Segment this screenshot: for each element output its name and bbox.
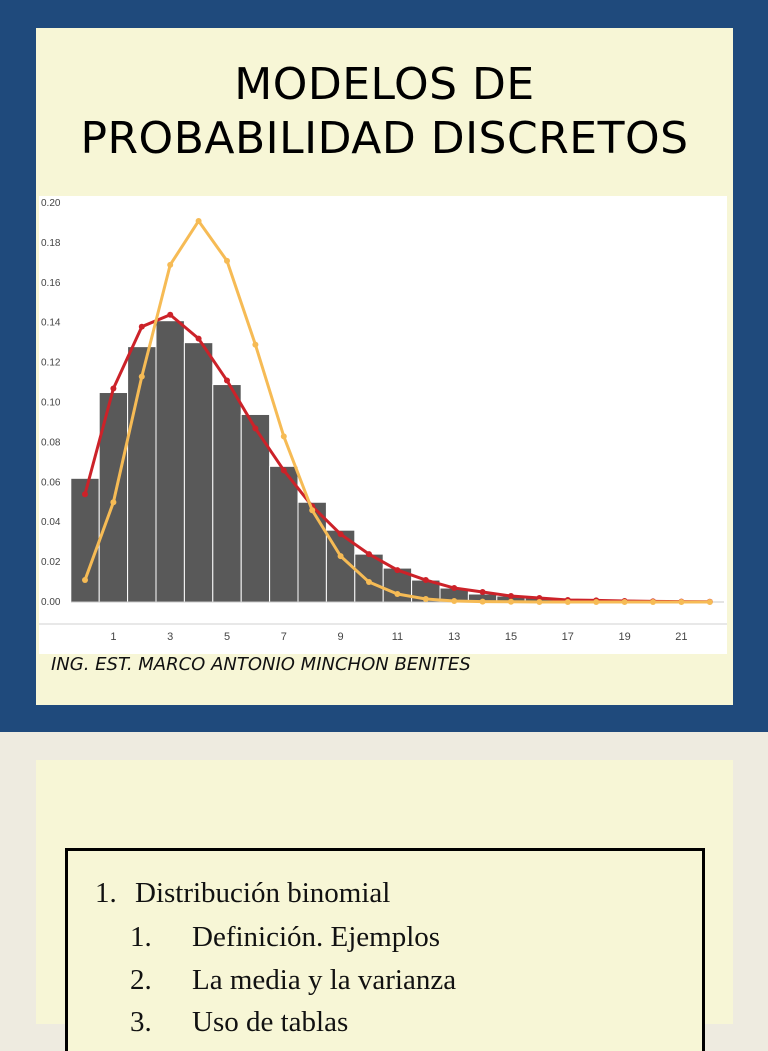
- toc-subitem-label: Definición. Ejemplos: [192, 921, 440, 953]
- series-point: [252, 342, 258, 348]
- y-tick-label: 0.18: [41, 238, 61, 249]
- series-point: [167, 262, 173, 268]
- y-tick-label: 0.10: [41, 398, 61, 409]
- series-point: [565, 599, 571, 605]
- series-point: [281, 433, 287, 439]
- series-point: [252, 425, 258, 431]
- y-tick-label: 0.14: [41, 318, 61, 329]
- y-tick-label: 0.06: [41, 477, 61, 488]
- title-line-1: MODELOS DE: [36, 58, 733, 112]
- y-tick-label: 0.08: [41, 437, 61, 448]
- y-tick-label: 0.04: [41, 517, 61, 528]
- series-point: [508, 599, 514, 605]
- series-point: [707, 599, 713, 605]
- toc-subitem-label: La media y la varianza: [192, 964, 456, 996]
- x-tick-label: 7: [281, 631, 287, 643]
- series-point: [451, 585, 457, 591]
- bar: [156, 321, 184, 602]
- y-tick-label: 0.20: [41, 198, 61, 209]
- series-point: [622, 599, 628, 605]
- series-point: [110, 386, 116, 392]
- series-point: [139, 324, 145, 330]
- series-point: [167, 312, 173, 318]
- series-point: [82, 491, 88, 497]
- series-point: [480, 589, 486, 595]
- bar: [128, 347, 156, 602]
- toc-subitem: 3.Uso de tablas: [130, 1006, 348, 1039]
- bar: [270, 466, 298, 602]
- series-point: [224, 258, 230, 264]
- title-line-2: PROBABILIDAD DISCRETOS: [36, 112, 733, 166]
- series-point: [110, 499, 116, 505]
- x-tick-label: 11: [392, 631, 403, 643]
- x-tick-label: 13: [448, 631, 460, 643]
- toc-subitem: 2.La media y la varianza: [130, 964, 456, 997]
- x-tick-label: 15: [505, 631, 517, 643]
- y-tick-label: 0.00: [41, 597, 61, 608]
- x-tick-label: 19: [618, 631, 630, 643]
- series-point: [281, 467, 287, 473]
- series-point: [366, 579, 372, 585]
- series-point: [224, 378, 230, 384]
- series-point: [338, 531, 344, 537]
- x-tick-label: 9: [338, 631, 344, 643]
- toc-subitem-number: 2.: [130, 964, 192, 997]
- toc-subitem-number: 1.: [130, 921, 192, 954]
- toc-subitem-label: Uso de tablas: [192, 1006, 348, 1038]
- slide-title: MODELOS DE PROBABILIDAD DISCRETOS: [36, 58, 733, 166]
- probability-chart: 0.20 0.18 0.16 0.14 0.12 0.10 0.08 0.06 0.04 0.02…: [39, 196, 727, 654]
- series-point: [480, 599, 486, 605]
- x-tick-label: 1: [110, 631, 116, 643]
- x-tick-label: 21: [675, 631, 687, 643]
- y-tick-label: 0.12: [41, 358, 61, 369]
- series-point: [451, 598, 457, 604]
- series-point: [366, 551, 372, 557]
- series-point: [536, 599, 542, 605]
- series-point: [423, 596, 429, 602]
- series-point: [394, 591, 400, 597]
- series-point: [650, 599, 656, 605]
- series-point: [196, 336, 202, 342]
- slide-2[interactable]: 1.Distribución binomial 1.Definición. Ej…: [36, 760, 733, 1024]
- toc-box: 1.Distribución binomial 1.Definición. Ej…: [65, 848, 705, 1051]
- series-point: [309, 507, 315, 513]
- toc-subitem: 1.Definición. Ejemplos: [130, 921, 440, 954]
- series-point: [394, 567, 400, 573]
- toc-item: 1.Distribución binomial: [95, 877, 390, 910]
- series-point: [82, 577, 88, 583]
- series-point: [508, 593, 514, 599]
- toc-item-number: 1.: [95, 877, 135, 910]
- series-point: [678, 599, 684, 605]
- series-point: [196, 218, 202, 224]
- series-point: [139, 374, 145, 380]
- bar: [184, 343, 212, 602]
- toc-item-label: Distribución binomial: [135, 877, 390, 909]
- y-tick-label: 0.02: [41, 557, 61, 568]
- series-point: [593, 599, 599, 605]
- x-tick-label: 5: [224, 631, 230, 643]
- bar: [213, 385, 241, 602]
- author-line: ING. EST. MARCO ANTONIO MINCHON BENITES: [51, 654, 471, 675]
- y-tick-label: 0.16: [41, 278, 61, 289]
- series-point: [338, 553, 344, 559]
- x-tick-label: 3: [167, 631, 173, 643]
- x-tick-label: 17: [562, 631, 574, 643]
- toc-subitem-number: 3.: [130, 1006, 192, 1039]
- series-point: [423, 577, 429, 583]
